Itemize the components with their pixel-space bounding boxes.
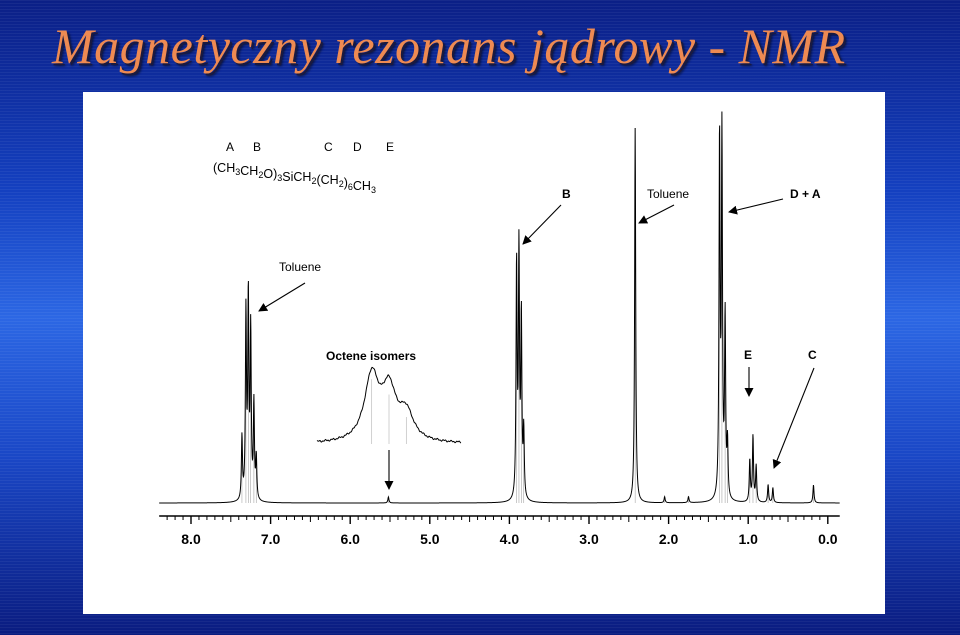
- x-tick-label: 0.0: [818, 531, 838, 547]
- formula-char: H: [226, 161, 235, 175]
- formula-char: 2: [339, 179, 344, 189]
- structure-formula: A B C D E(CH3CH2O)3SiCH2(CH2)6CH3: [213, 140, 394, 195]
- annotation-label: B: [562, 187, 571, 201]
- formula-char: 3: [371, 185, 376, 195]
- formula-char: i: [291, 170, 294, 184]
- formula-char: ): [344, 176, 348, 190]
- x-axis: 8.0 7.0 6.0 5.0 4.0 3.0 2.0 1.0 0.0: [159, 515, 840, 547]
- annotation-arrow: [258, 282, 306, 312]
- octene-inset: Octene isomers: [316, 349, 462, 444]
- annotation-label: C: [808, 348, 817, 362]
- formula-char: 3: [235, 167, 240, 177]
- formula-char: H: [302, 170, 311, 184]
- formula-char: (: [316, 173, 321, 187]
- formula-char: 2: [311, 176, 316, 186]
- structure-letter: C: [324, 140, 333, 154]
- formula-char: O: [263, 167, 273, 181]
- nmr-spectrum-chart: A B C D E(CH3CH2O)3SiCH2(CH2)6CH3 Octene iso…: [159, 111, 840, 547]
- annotation-arrow: [522, 204, 562, 245]
- annotation-arrow: [772, 367, 815, 469]
- formula-char: H: [249, 164, 258, 178]
- nmr-spectrum-panel: A B C D E (CH3CH2O)3SiCH2(CH2)6CH3 Octene iso…: [83, 92, 885, 614]
- structure-formula-text: (CH3CH2O)3SiCH2(CH2)6CH3: [213, 161, 376, 195]
- annotations: Toluene B Toluene D + A E C: [258, 187, 821, 490]
- formula-char: C: [293, 170, 302, 184]
- formula-char: C: [217, 161, 226, 175]
- annotation-arrow: [638, 204, 675, 224]
- formula-char: C: [353, 179, 362, 193]
- inset-label: Octene isomers: [326, 349, 416, 363]
- slide-title: Magnetyczny rezonans jądrowy - NMR: [52, 18, 846, 74]
- formula-char: C: [240, 164, 249, 178]
- x-tick-label: 5.0: [420, 531, 440, 547]
- annotation-label: Toluene: [279, 260, 321, 274]
- annotation-label: E: [744, 348, 752, 362]
- formula-char: 2: [258, 170, 263, 180]
- formula-char: ): [273, 167, 277, 181]
- x-tick-label: 3.0: [579, 531, 599, 547]
- annotation-arrow: [728, 198, 784, 215]
- formula-char: 3: [277, 173, 282, 183]
- structure-letter: D: [353, 140, 362, 154]
- formula-char: H: [330, 173, 339, 187]
- formula-char: C: [321, 173, 330, 187]
- annotation-label: Toluene: [647, 187, 689, 201]
- structure-letter: A: [226, 140, 234, 154]
- annotation-label: D + A: [790, 187, 821, 201]
- formula-char: (: [213, 161, 218, 175]
- inset-line: [316, 366, 462, 444]
- x-tick-label: 6.0: [340, 531, 360, 547]
- x-tick-label: 1.0: [738, 531, 758, 547]
- formula-char: 6: [348, 182, 353, 192]
- structure-letter: B: [253, 140, 261, 154]
- spectrum-line: [159, 111, 840, 504]
- x-tick-label: 8.0: [181, 531, 201, 547]
- x-tick-label: 4.0: [500, 531, 520, 547]
- formula-char: S: [282, 170, 290, 184]
- peak-marks: [241, 128, 814, 503]
- structure-letter: E: [386, 140, 394, 154]
- x-tick-label: 2.0: [659, 531, 679, 547]
- x-tick-label: 7.0: [261, 531, 281, 547]
- formula-char: H: [362, 179, 371, 193]
